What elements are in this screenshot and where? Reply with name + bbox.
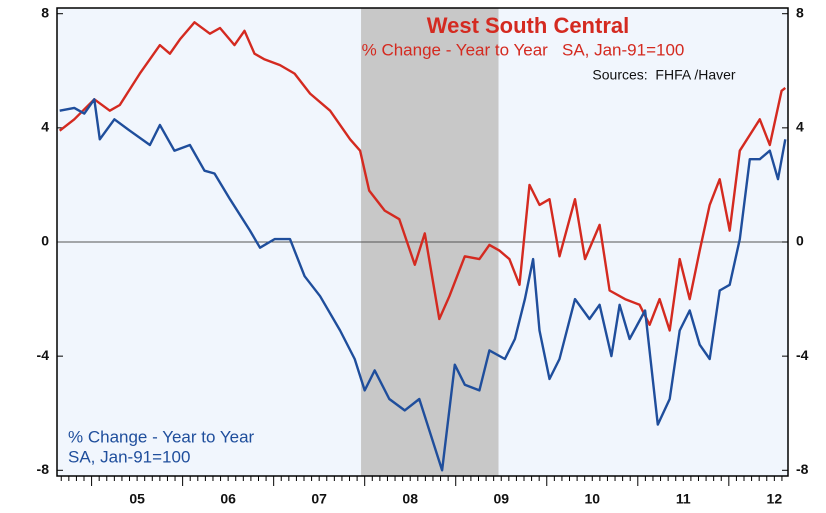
y2-tick-label: -8 (796, 461, 809, 477)
y-tick-label: 8 (41, 4, 49, 20)
x-tick-label: 12 (767, 491, 783, 507)
x-tick-label: 10 (584, 491, 600, 507)
y2-tick-label: 8 (796, 4, 804, 20)
x-tick-label: 07 (311, 491, 327, 507)
x-tick-label: 05 (129, 491, 145, 507)
series-line (59, 98, 787, 472)
y2-tick-label: 0 (796, 233, 804, 249)
y-tick-label: -8 (37, 461, 50, 477)
y-tick-label: -4 (37, 347, 50, 363)
y2-tick-label: 4 (796, 119, 804, 135)
y2-tick-label: -4 (796, 347, 809, 363)
chart-title: West South Central (427, 13, 630, 38)
chart-subtitle: % Change - Year to Year SA, Jan-91=100 (362, 40, 685, 59)
annotation: % Change - Year to Year (68, 427, 255, 446)
y-tick-label: 0 (41, 233, 49, 249)
x-tick-label: 11 (676, 491, 691, 507)
lines (58, 21, 787, 472)
annotation: SA, Jan-91=100 (68, 447, 190, 466)
underlay (57, 8, 788, 476)
plot-frame (56, 7, 789, 477)
source: Sources: FHFA /Haver (592, 67, 735, 83)
y-tick-label: 4 (41, 119, 49, 135)
x-tick-label: 06 (220, 491, 236, 507)
x-tick-label: 09 (493, 491, 509, 507)
series-line (58, 21, 787, 332)
x-tick-label: 08 (402, 491, 418, 507)
